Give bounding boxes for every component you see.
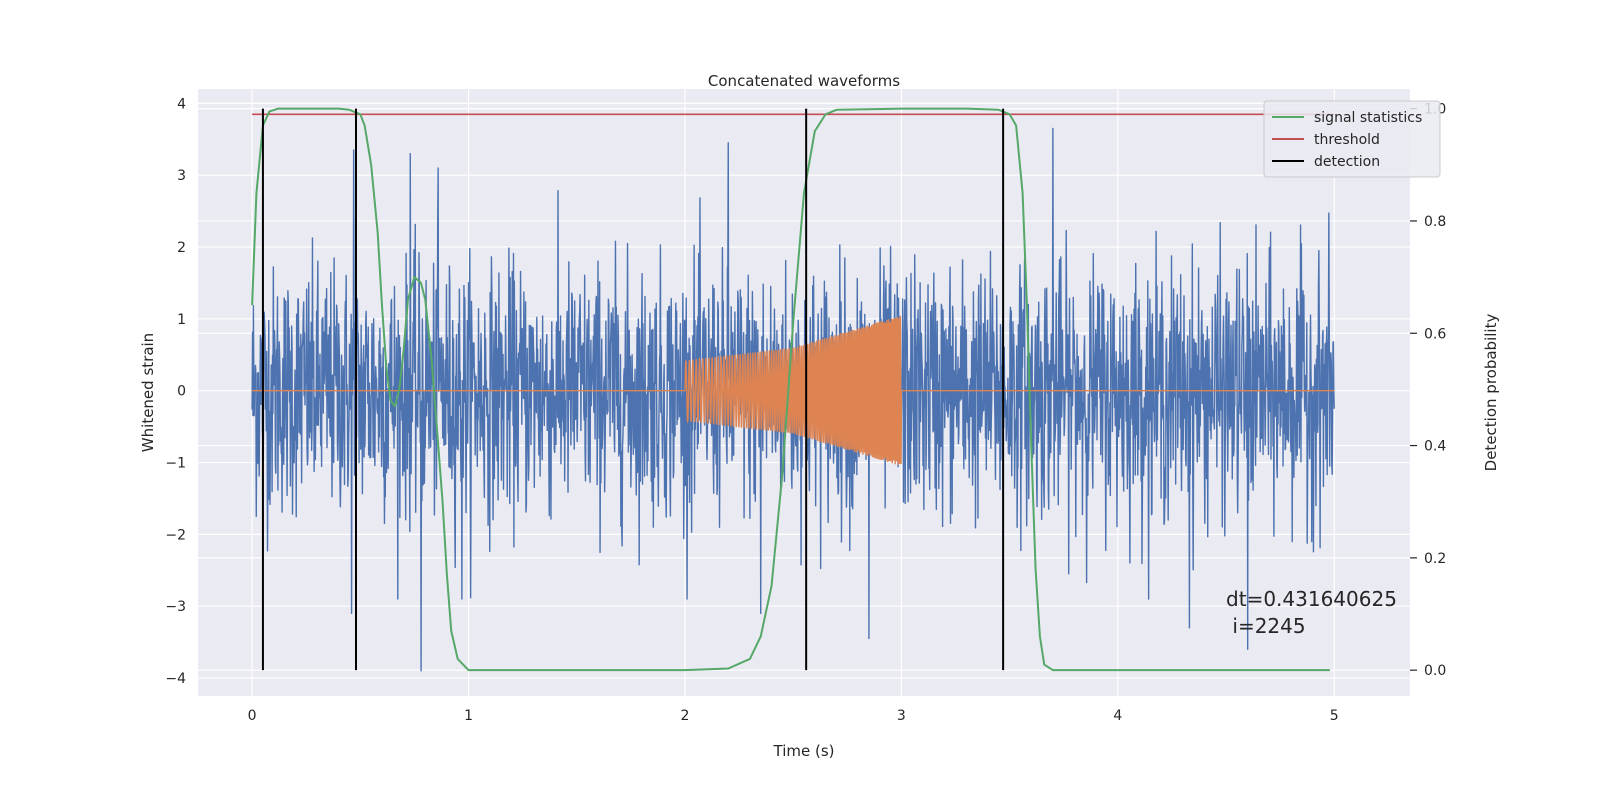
y-axis-label: Whitened strain bbox=[139, 333, 157, 452]
annotation-index: i=2245 bbox=[1226, 614, 1306, 638]
legend: signal statistics threshold detection bbox=[1263, 100, 1441, 178]
chirp-signal-line bbox=[252, 315, 1335, 466]
y-tick-label: 4 bbox=[177, 96, 186, 112]
x-tick-label: 0 bbox=[248, 708, 257, 724]
plot-data bbox=[251, 107, 1335, 672]
y-tick-label: 0 bbox=[177, 384, 186, 400]
y-tick-label: 1 bbox=[177, 312, 186, 328]
y-tick-label: 3 bbox=[177, 168, 186, 184]
legend-label-threshold: threshold bbox=[1314, 132, 1380, 148]
y2-axis-label: Detection probability bbox=[1482, 314, 1500, 472]
y2-tick-label: 0.8 bbox=[1424, 214, 1446, 230]
x-tick-label: 3 bbox=[897, 708, 906, 724]
legend-box bbox=[1263, 100, 1441, 178]
legend-label-signal-statistics: signal statistics bbox=[1314, 110, 1422, 126]
annotation-dt: dt=0.431640625 bbox=[1226, 587, 1397, 611]
x-tick-label: 5 bbox=[1330, 708, 1339, 724]
y-tick-label: −4 bbox=[165, 671, 186, 687]
y-tick-label: −1 bbox=[165, 456, 186, 472]
y-tick-label: −3 bbox=[165, 599, 186, 615]
signal-statistics-line bbox=[251, 107, 1330, 672]
legend-label-detection: detection bbox=[1314, 154, 1380, 170]
y2-tick-label: 0.0 bbox=[1424, 663, 1446, 679]
y2-tick-label: 0.6 bbox=[1424, 326, 1446, 342]
x-tick-label: 2 bbox=[681, 708, 690, 724]
x-axis-label: Time (s) bbox=[773, 742, 835, 760]
x-tick-label: 1 bbox=[464, 708, 473, 724]
y-tick-label: −2 bbox=[165, 527, 186, 543]
y-tick-label: 2 bbox=[177, 240, 186, 256]
x-tick-label: 4 bbox=[1113, 708, 1122, 724]
y2-tick-label: 0.2 bbox=[1424, 551, 1446, 567]
y2-tick-label: 0.4 bbox=[1424, 439, 1446, 455]
chart-title: Concatenated waveforms bbox=[708, 72, 900, 90]
